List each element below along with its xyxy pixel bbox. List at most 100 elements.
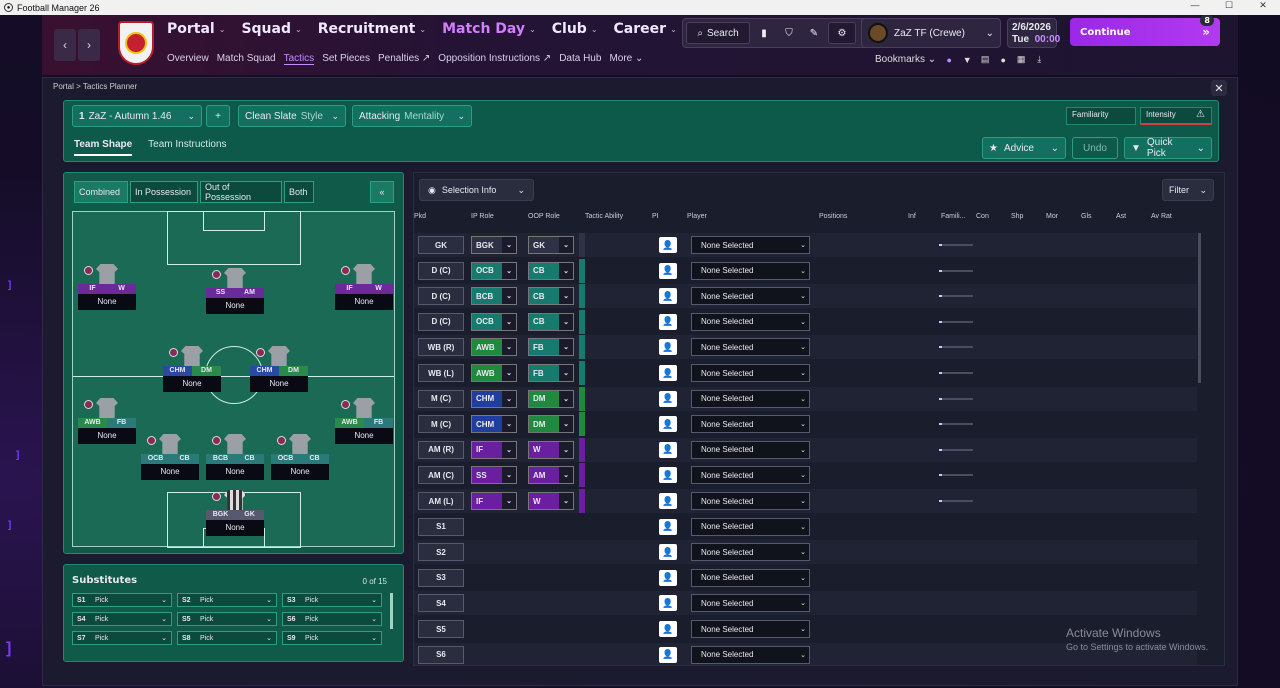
oop-role-select[interactable]: CB ⌄ — [528, 287, 574, 306]
person-icon[interactable]: 👤 — [659, 544, 677, 561]
oop-role-select[interactable]: GK ⌄ — [528, 236, 574, 254]
oop-role-select[interactable]: W ⌄ — [528, 440, 574, 459]
position-button[interactable]: S4 — [418, 594, 464, 613]
column-header[interactable]: Ast — [1116, 213, 1127, 220]
pitch-player-slot[interactable]: OCB CB None — [141, 434, 199, 482]
player-select[interactable]: None Selected ⌄ — [691, 620, 810, 638]
intensity-meter[interactable]: Intensity ⚠ — [1140, 107, 1212, 125]
table-row[interactable]: WB (L) AWB ⌄ FB ⌄ 👤 None Selected ⌄ — [414, 361, 1197, 385]
pitch-player-slot[interactable]: BGK GK None — [206, 490, 264, 538]
forward-button[interactable]: › — [78, 29, 100, 61]
tab-both[interactable]: Both — [284, 181, 314, 203]
oop-role-select[interactable]: AM ⌄ — [528, 466, 574, 485]
position-button[interactable]: M (C) — [418, 389, 464, 408]
style-selector[interactable]: Clean Slate Style ⌄ — [238, 105, 346, 127]
column-header[interactable]: Con — [976, 213, 989, 220]
column-header[interactable]: Mor — [1046, 213, 1059, 220]
player-select[interactable]: None Selected ⌄ — [691, 466, 810, 485]
breadcrumb-portal[interactable]: Portal — [53, 82, 74, 91]
ip-role-select[interactable]: IF ⌄ — [471, 492, 517, 510]
person-icon[interactable]: 👤 — [659, 467, 677, 484]
player-select[interactable]: None Selected ⌄ — [691, 492, 810, 510]
table-row[interactable]: S1 👤 None Selected ⌄ — [414, 515, 1197, 539]
position-button[interactable]: D (C) — [418, 261, 464, 280]
table-row[interactable]: S3 👤 None Selected ⌄ — [414, 566, 1197, 590]
person-icon[interactable]: 👤 — [659, 416, 677, 433]
person-icon[interactable]: 👤 — [659, 493, 677, 509]
player-select[interactable]: None Selected ⌄ — [691, 287, 810, 306]
tab-out-of-possession[interactable]: Out of Possession — [200, 181, 282, 203]
position-button[interactable]: S1 — [418, 517, 464, 536]
player-select[interactable]: None Selected ⌄ — [691, 645, 810, 664]
subnav-item[interactable]: Overview — [167, 53, 209, 64]
ip-role-select[interactable]: OCB ⌄ — [471, 261, 517, 280]
subnav-item[interactable]: More ⌄ — [609, 53, 644, 64]
pitch-player-slot[interactable]: IF W None — [335, 264, 393, 312]
column-header[interactable]: Famili... — [941, 213, 966, 220]
player-select[interactable]: None Selected ⌄ — [691, 415, 810, 434]
oop-role-select[interactable]: CB ⌄ — [528, 312, 574, 331]
table-row[interactable]: M (C) CHM ⌄ DM ⌄ 👤 None Selected ⌄ — [414, 386, 1197, 411]
substitute-slot[interactable]: S6 Pick ⌄ — [282, 612, 382, 626]
position-button[interactable]: WB (R) — [418, 338, 464, 357]
filter-dropdown[interactable]: Filter ⌄ — [1162, 179, 1214, 201]
column-header[interactable]: Shp — [1011, 213, 1024, 220]
nav-match-day[interactable]: Match Day ⌄ — [442, 21, 536, 37]
tab-combined[interactable]: Combined — [74, 181, 128, 203]
substitute-slot[interactable]: S4 Pick ⌄ — [72, 612, 172, 626]
oop-role-select[interactable]: DM ⌄ — [528, 415, 574, 434]
player-select[interactable]: None Selected ⌄ — [691, 338, 810, 357]
pitch-player-slot[interactable]: CHM DM None — [250, 346, 308, 394]
bookmarks-menu[interactable]: Bookmarks ⌄ — [875, 54, 937, 65]
subs-scrollbar[interactable] — [390, 593, 393, 629]
substitute-slot[interactable]: S8 Pick ⌄ — [177, 631, 277, 645]
pitch-player-slot[interactable]: IF W None — [78, 264, 136, 312]
table-row[interactable]: D (C) OCB ⌄ CB ⌄ 👤 None Selected ⌄ — [414, 309, 1197, 334]
person-icon[interactable]: 👤 — [659, 595, 677, 612]
person-icon[interactable]: 👤 — [659, 518, 677, 535]
table-row[interactable]: S4 👤 None Selected ⌄ — [414, 591, 1197, 616]
table-row[interactable]: S5 👤 None Selected ⌄ — [414, 617, 1197, 641]
person-icon[interactable]: 👤 — [659, 339, 677, 356]
column-header[interactable]: Gls — [1081, 213, 1092, 220]
column-header[interactable]: PI — [652, 213, 659, 220]
ip-role-select[interactable]: BCB ⌄ — [471, 287, 517, 306]
oop-role-select[interactable]: DM ⌄ — [528, 389, 574, 408]
oop-role-select[interactable]: CB ⌄ — [528, 261, 574, 280]
table-row[interactable]: D (C) OCB ⌄ CB ⌄ 👤 None Selected ⌄ — [414, 258, 1197, 283]
close-panel-button[interactable]: ✕ — [1211, 80, 1227, 96]
subnav-item[interactable]: Penalties ↗ — [378, 53, 431, 64]
table-row[interactable]: S6 👤 None Selected ⌄ — [414, 642, 1197, 665]
position-button[interactable]: S3 — [418, 568, 464, 587]
document-icon[interactable]: ▤ — [980, 54, 990, 64]
mentality-selector[interactable]: Attacking Mentality ⌄ — [352, 105, 472, 127]
player-select[interactable]: None Selected ⌄ — [691, 312, 810, 331]
position-button[interactable]: AM (L) — [418, 492, 464, 510]
position-button[interactable]: M (C) — [418, 415, 464, 434]
calendar-icon[interactable]: ▦ — [1016, 54, 1026, 64]
table-row[interactable]: M (C) CHM ⌄ DM ⌄ 👤 None Selected ⌄ — [414, 412, 1197, 437]
position-button[interactable]: S5 — [418, 620, 464, 638]
column-header[interactable]: Positions — [819, 213, 848, 220]
substitute-slot[interactable]: S3 Pick ⌄ — [282, 593, 382, 607]
person-icon[interactable]: 👤 — [659, 262, 677, 279]
table-row[interactable]: D (C) BCB ⌄ CB ⌄ 👤 None Selected ⌄ — [414, 284, 1197, 309]
table-row[interactable]: GK BGK ⌄ GK ⌄ 👤 None Selected ⌄ — [414, 233, 1197, 257]
collapse-button[interactable]: « — [370, 181, 394, 203]
tab-team-instructions[interactable]: Team Instructions — [148, 139, 227, 150]
nav-portal[interactable]: Portal ⌄ — [167, 21, 225, 37]
nav-recruitment[interactable]: Recruitment ⌄ — [318, 21, 426, 37]
player-select[interactable]: None Selected ⌄ — [691, 517, 810, 536]
position-button[interactable]: S2 — [418, 543, 464, 562]
ip-role-select[interactable]: BGK ⌄ — [471, 236, 517, 254]
column-header[interactable]: IP Role — [471, 213, 494, 220]
add-tactic-button[interactable]: + — [206, 105, 230, 127]
ip-role-select[interactable]: SS ⌄ — [471, 466, 517, 485]
column-header[interactable]: Tactic Ability — [585, 213, 624, 220]
column-header[interactable]: Player — [687, 213, 707, 220]
chat-icon[interactable]: ● — [946, 54, 952, 65]
person-icon[interactable]: 👤 — [659, 365, 677, 381]
player-select[interactable]: None Selected ⌄ — [691, 389, 810, 408]
position-button[interactable]: WB (L) — [418, 364, 464, 382]
advice-button[interactable]: ★ Advice ⌄ — [982, 137, 1066, 159]
